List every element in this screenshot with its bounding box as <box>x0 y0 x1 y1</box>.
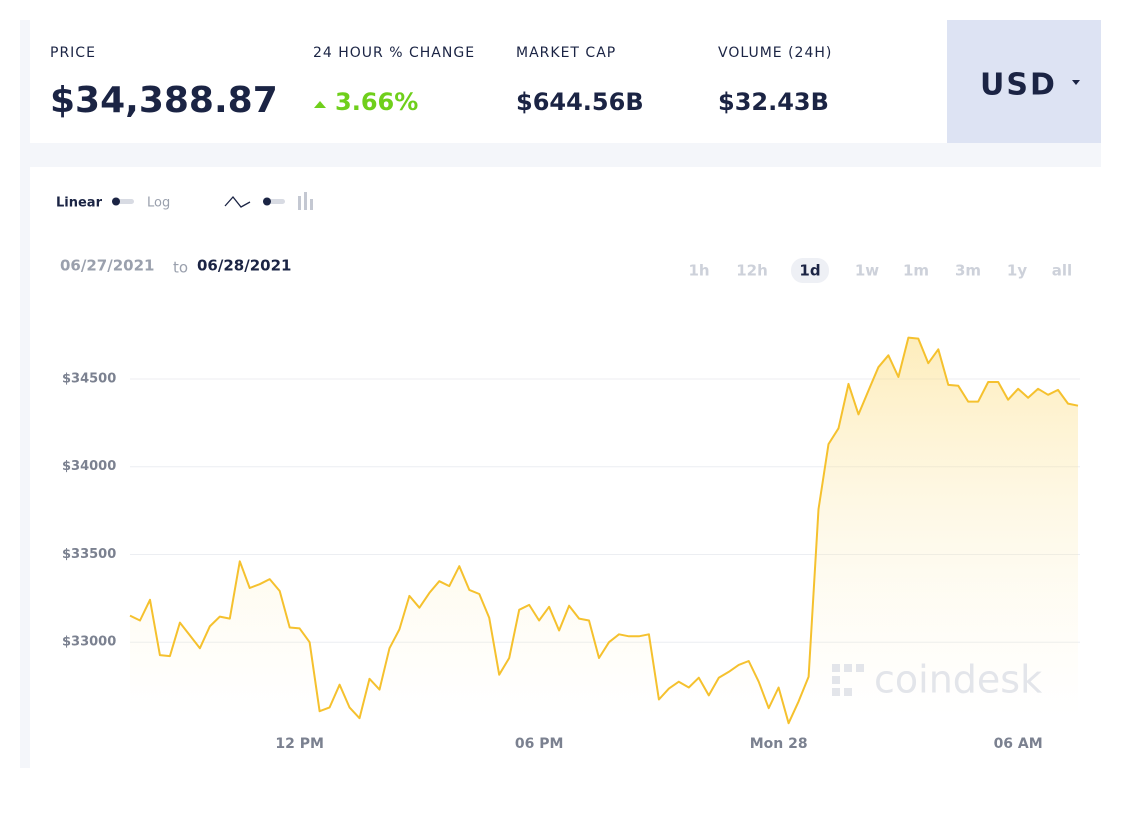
timeframe-option[interactable]: 1m <box>903 262 929 280</box>
watermark-text: coindesk <box>874 658 1042 702</box>
area <box>130 337 1078 730</box>
timeframe-option[interactable]: 1h <box>688 262 709 280</box>
date-from: 06/27/2021 <box>60 257 154 275</box>
stats: PRICE $34,388.87 24 HOUR % CHANGE 3.66% MARK… <box>50 45 832 121</box>
caret <box>1072 80 1080 85</box>
timeframe-selected-bg <box>791 258 829 283</box>
stat-value: 3.66% <box>335 88 418 116</box>
stat-label: PRICE <box>50 45 96 61</box>
y-tick-label: $33500 <box>62 547 116 562</box>
up-arrow <box>314 101 326 108</box>
y-tick-label: $33000 <box>62 635 116 650</box>
x-tick-label: Mon 28 <box>750 736 808 752</box>
timeframe-option[interactable]: 3m <box>955 262 981 280</box>
stat-value: $34,388.87 <box>50 80 278 121</box>
timeframe-option[interactable]: 1d <box>799 262 820 280</box>
line-icon[interactable] <box>224 195 251 208</box>
scale-log[interactable]: Log <box>147 196 170 211</box>
x-tick-label: 06 AM <box>994 736 1043 752</box>
stat-label: 24 HOUR % CHANGE <box>313 45 475 61</box>
y-tick-label: $34500 <box>62 371 116 386</box>
x-tick-label: 06 PM <box>515 736 564 752</box>
toggle-knob <box>263 197 271 206</box>
currency[interactable]: USD <box>980 68 1057 103</box>
stat-value: $644.56B <box>516 88 644 116</box>
bar-icon[interactable] <box>298 192 313 210</box>
date-joiner: to <box>173 259 188 277</box>
y-tick-label: $34000 <box>62 459 116 474</box>
timeframe-option[interactable]: 1w <box>855 262 879 280</box>
date-to: 06/28/2021 <box>197 257 291 275</box>
timeframe-option[interactable]: 1y <box>1007 262 1027 280</box>
watermark: coindesk <box>832 658 1042 702</box>
timeframe-option[interactable]: 12h <box>736 262 768 280</box>
plot: $33000 $33500 $34000 $34500 12 PM 06 PM Mon 28… <box>62 336 1080 752</box>
stats-card <box>30 20 947 143</box>
stat-label: MARKET CAP <box>516 45 616 61</box>
timeframe-option[interactable]: all <box>1052 262 1072 280</box>
toggle-knob <box>112 197 120 206</box>
x-tick-label: 12 PM <box>275 736 324 752</box>
stat-value: $32.43B <box>718 88 829 116</box>
price-line <box>129 336 1079 725</box>
stat-label: VOLUME (24H) <box>718 45 832 61</box>
timeframes: 1h 12h 1d 1w 1m 3m 1y all <box>688 258 1072 283</box>
scale-linear[interactable]: Linear <box>56 196 103 211</box>
